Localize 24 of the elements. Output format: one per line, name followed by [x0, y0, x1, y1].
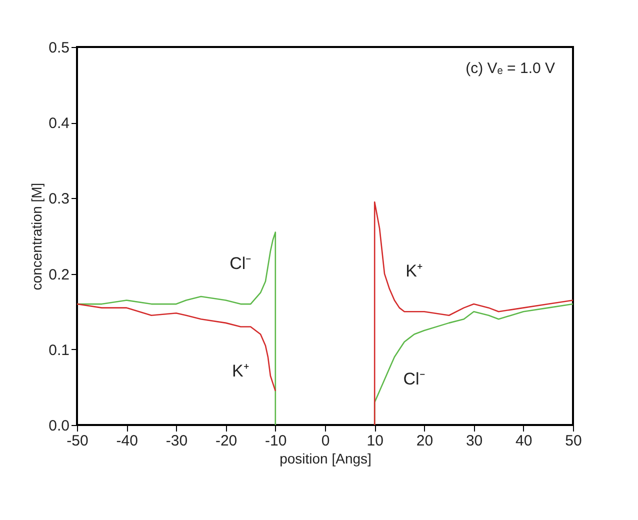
x-tick-label: 50 [565, 432, 582, 450]
y-tick-label: 0.3 [48, 190, 70, 208]
text: Cl⁻ [230, 254, 252, 274]
y-tick-label: 0.5 [48, 40, 70, 56]
annotation: (c) Vₑ = 1.0 V [466, 60, 555, 77]
x-tick-label: 40 [516, 432, 532, 450]
text: K⁺ [232, 362, 250, 381]
y-tick-label: 0.0 [48, 418, 70, 434]
y-axis-title: concentration [M] [28, 182, 45, 290]
x-tick-label: 30 [466, 432, 483, 450]
x-tick-label: -40 [116, 432, 138, 450]
series-label: K⁺ [406, 262, 423, 281]
x-tick-label: 10 [366, 432, 384, 450]
x-tick-label: 0 [321, 432, 330, 450]
x-tick-label: 20 [416, 432, 434, 450]
x-tick-label: -50 [66, 432, 88, 450]
series-label: Cl⁻ [403, 369, 426, 388]
x-tick-label: -10 [265, 432, 287, 450]
x-tick-label: -20 [215, 432, 238, 450]
y-tick-label: 0.1 [48, 342, 70, 359]
x-tick-label: -30 [166, 432, 188, 450]
x-axis-title: position [Angs] [280, 450, 372, 466]
y-tick-label: 0.2 [48, 266, 70, 284]
y-tick-label: 0.4 [48, 115, 70, 132]
